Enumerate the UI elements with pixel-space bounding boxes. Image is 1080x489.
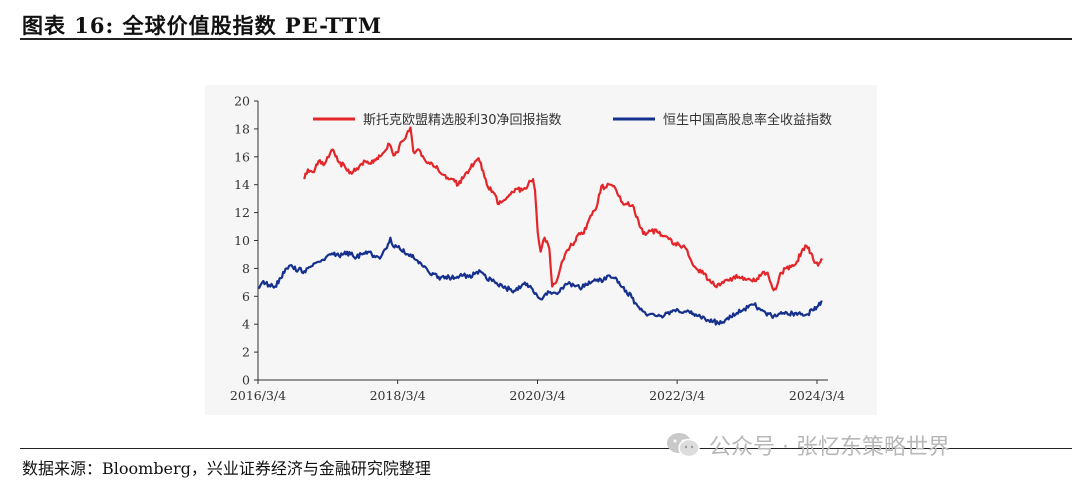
figure-title: 图表 16: 全球价值股指数 PE-TTM — [22, 13, 383, 38]
legend-label-stoxx: 斯托克欧盟精选股利30净回报指数 — [363, 113, 562, 128]
y-tick-label: 12 — [234, 205, 250, 220]
y-tick-label: 6 — [242, 289, 250, 304]
line-chart: 0 2 4 6 8 10 12 14 16 18 20 2016/3/4 2018/3/4 2020/3/… — [230, 94, 845, 404]
watermark-text: 公众号 · 张忆东策略世界 — [709, 435, 950, 460]
y-tick-label: 2 — [242, 345, 250, 360]
y-tick-label: 16 — [234, 149, 250, 164]
legend-label-hangseng: 恒生中国高股息率全收益指数 — [663, 112, 832, 128]
watermark: 公众号 · 张忆东策略世界 — [665, 428, 950, 462]
x-tick-label: 2020/3/4 — [509, 388, 565, 403]
y-tick-label: 18 — [234, 121, 250, 136]
x-tick-label: 2016/3/4 — [230, 388, 286, 403]
x-tick-label: 2022/3/4 — [649, 388, 705, 403]
chart-area: 0 2 4 6 8 10 12 14 16 18 20 2016/3/4 2018/3/4 2020/3/… — [205, 85, 877, 415]
x-tick-label: 2024/3/4 — [789, 388, 845, 403]
series-line-hangseng — [257, 236, 823, 326]
data-source: 数据来源：Bloomberg，兴业证券经济与金融研究院整理 — [22, 459, 431, 478]
y-tick-label: 10 — [234, 233, 250, 248]
series-line-stoxx — [303, 126, 823, 292]
wechat-icon — [667, 433, 700, 458]
y-tick-label: 0 — [242, 373, 250, 388]
title-rule — [20, 38, 1072, 40]
y-tick-label: 20 — [234, 94, 250, 109]
y-tick-label: 8 — [242, 261, 250, 276]
y-tick-label: 4 — [242, 317, 250, 332]
y-tick-label: 14 — [234, 177, 250, 192]
x-tick-label: 2018/3/4 — [370, 388, 426, 403]
footer-rule — [20, 448, 1072, 449]
